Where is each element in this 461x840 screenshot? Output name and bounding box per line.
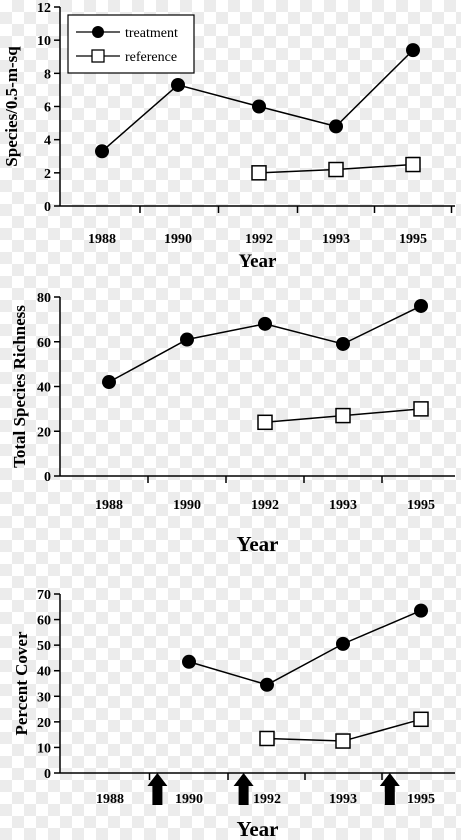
series-treatment xyxy=(182,603,428,692)
data-point xyxy=(336,336,350,351)
data-point xyxy=(260,677,274,692)
x-tick-label: 1988 xyxy=(95,498,123,513)
legend-marker xyxy=(92,26,104,38)
y-tick-label: 70 xyxy=(37,588,51,603)
y-tick-label: 2 xyxy=(44,167,51,182)
y-tick-label: 50 xyxy=(37,639,51,654)
y-tick-label: 40 xyxy=(37,665,51,680)
chart-panel-1: 0 2 4 6 8 10 12 1988 1990 1992 1993 1995 Year Species… xyxy=(2,1,455,272)
y-tick-label: 0 xyxy=(44,200,51,215)
data-point xyxy=(180,332,194,347)
y-tick-label: 80 xyxy=(37,291,51,306)
y-tick-label: 60 xyxy=(37,614,51,629)
y-tick-label: 30 xyxy=(37,690,51,705)
chart-panel-2: 0 20 40 60 80 1988 1990 1992 1993 1995 Year Total S… xyxy=(10,291,455,556)
x-tick-label: 1992 xyxy=(253,792,281,807)
x-axis-label: Year xyxy=(239,251,278,272)
y-tick-label: 40 xyxy=(37,381,51,396)
data-point xyxy=(329,119,343,134)
y-tick-label: 10 xyxy=(37,741,51,756)
data-point xyxy=(328,161,344,178)
series-line xyxy=(188,609,422,686)
legend: treatment reference xyxy=(67,14,195,74)
x-tick-label: 1995 xyxy=(407,498,435,513)
series-reference xyxy=(257,401,429,431)
x-tick-label: 1990 xyxy=(164,232,192,247)
x-tick-label: 1992 xyxy=(251,498,279,513)
x-tick-label: 1988 xyxy=(88,232,116,247)
data-point xyxy=(413,711,429,728)
x-axis-label: Year xyxy=(237,532,279,556)
data-point xyxy=(102,375,116,390)
series-treatment xyxy=(95,43,420,159)
data-point xyxy=(414,603,428,618)
x-tick-label: 1995 xyxy=(407,792,435,807)
data-point xyxy=(171,77,185,92)
y-axis-label: Total Species Richness xyxy=(10,305,29,468)
arrow-marker xyxy=(379,773,400,805)
data-point xyxy=(257,414,273,431)
chart-panel-3: 0 10 20 30 40 50 60 70 1988 1990 1992 1993 1995 Year P… xyxy=(12,588,455,840)
x-tick-label: 1995 xyxy=(399,232,427,247)
data-point xyxy=(252,99,266,114)
x-tick-label: 1992 xyxy=(245,232,273,247)
x-tick-label: 1990 xyxy=(175,792,203,807)
y-tick-label: 8 xyxy=(44,67,51,82)
x-tick-label: 1993 xyxy=(322,232,350,247)
legend-label: treatment xyxy=(125,26,178,41)
arrow-marker xyxy=(147,773,168,805)
x-axis-label: Year xyxy=(237,817,279,840)
data-point xyxy=(182,654,196,669)
data-point xyxy=(414,298,428,313)
series-reference xyxy=(251,156,421,181)
legend-box xyxy=(67,14,195,74)
series-treatment xyxy=(102,298,428,390)
data-point xyxy=(405,156,421,173)
legend-label: reference xyxy=(125,50,177,65)
data-point xyxy=(413,401,429,417)
arrow-marker xyxy=(233,773,254,805)
y-axis-label: Percent Cover xyxy=(12,631,31,735)
y-tick-label: 20 xyxy=(37,716,51,731)
x-tick-label: 1993 xyxy=(329,792,357,807)
x-tick-label: 1988 xyxy=(96,792,124,807)
y-tick-label: 20 xyxy=(37,425,51,440)
y-axis-label: Species/0.5-m-sq xyxy=(2,46,21,167)
data-point xyxy=(259,730,275,747)
data-point xyxy=(335,733,351,749)
y-tick-label: 12 xyxy=(37,1,51,16)
y-tick-label: 0 xyxy=(44,470,51,485)
y-tick-label: 4 xyxy=(44,134,51,149)
data-point xyxy=(251,165,267,181)
data-point xyxy=(336,636,350,651)
y-tick-label: 10 xyxy=(37,34,51,49)
y-tick-label: 60 xyxy=(37,336,51,351)
data-point xyxy=(258,316,272,331)
data-point xyxy=(406,43,420,58)
x-tick-label: 1993 xyxy=(329,498,357,513)
data-point xyxy=(95,144,109,159)
series-reference xyxy=(259,711,429,749)
data-point xyxy=(335,407,351,424)
x-tick-label: 1990 xyxy=(173,498,201,513)
legend-marker xyxy=(91,49,105,63)
y-tick-label: 6 xyxy=(44,101,51,116)
y-tick-label: 0 xyxy=(44,767,51,782)
